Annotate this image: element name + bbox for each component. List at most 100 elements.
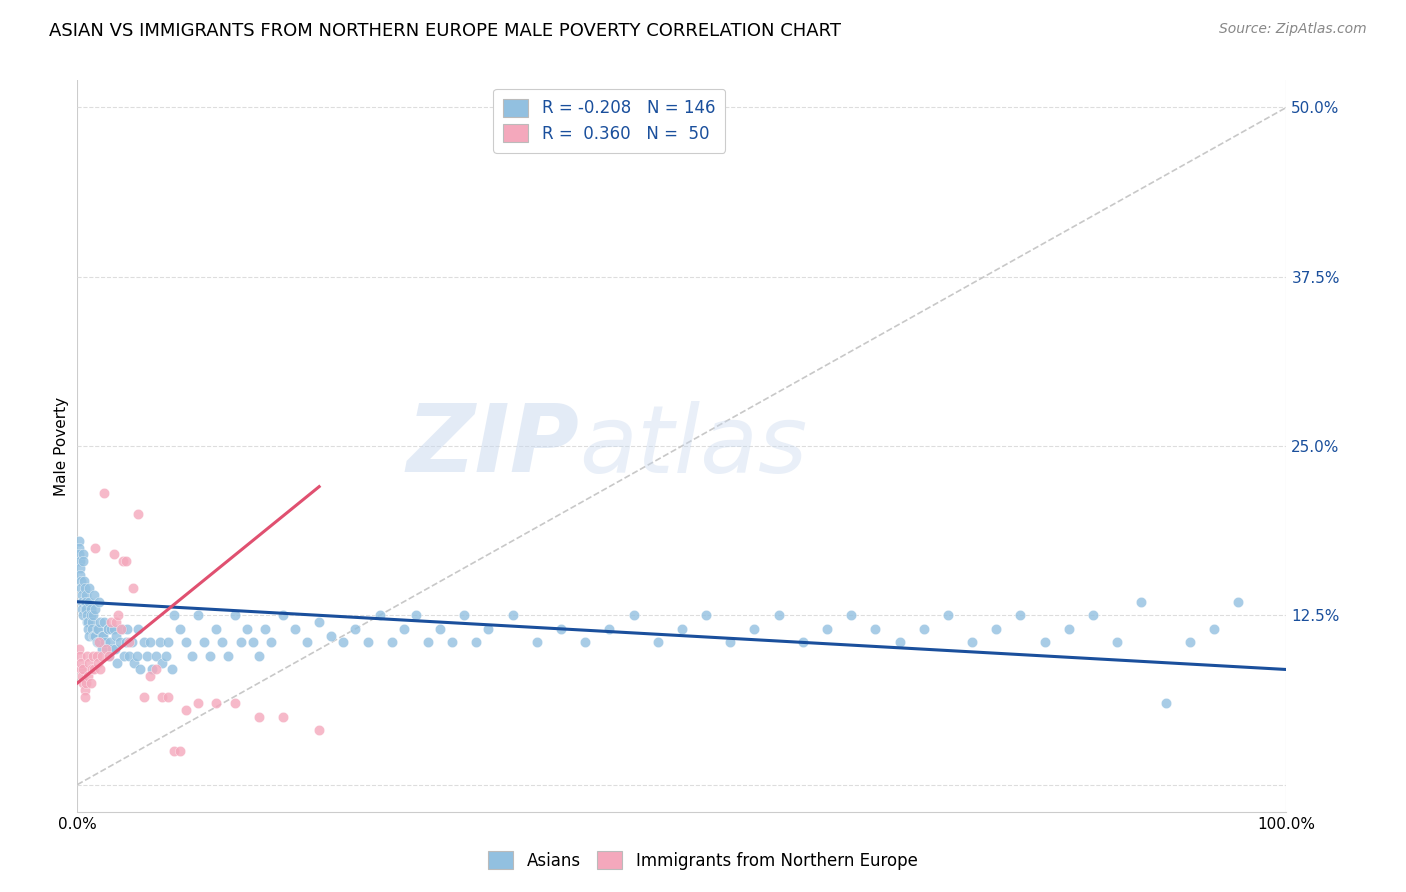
Point xyxy=(82,608,104,623)
Point xyxy=(79,601,101,615)
Point xyxy=(1130,595,1153,609)
Point xyxy=(87,656,110,670)
Point xyxy=(271,608,294,623)
Point xyxy=(70,581,93,595)
Point xyxy=(87,595,110,609)
Point xyxy=(157,635,180,649)
Point xyxy=(76,608,98,623)
Point xyxy=(96,622,118,636)
Point xyxy=(67,541,90,555)
Point xyxy=(392,622,415,636)
Point xyxy=(101,642,124,657)
Point xyxy=(115,622,138,636)
Point xyxy=(623,608,645,623)
Point xyxy=(114,635,136,649)
Point xyxy=(200,648,222,663)
Point xyxy=(912,622,935,636)
Point xyxy=(526,635,548,649)
Point xyxy=(80,615,103,629)
Point xyxy=(100,622,122,636)
Point xyxy=(260,635,283,649)
Point xyxy=(127,622,149,636)
Text: atlas: atlas xyxy=(579,401,807,491)
Point xyxy=(79,581,101,595)
Text: ASIAN VS IMMIGRANTS FROM NORTHERN EUROPE MALE POVERTY CORRELATION CHART: ASIAN VS IMMIGRANTS FROM NORTHERN EUROPE… xyxy=(49,22,841,40)
Point xyxy=(441,635,464,649)
Point xyxy=(174,703,197,717)
Point xyxy=(72,676,94,690)
Point xyxy=(332,635,354,649)
Point xyxy=(574,635,596,649)
Point xyxy=(112,554,135,568)
Point xyxy=(105,629,128,643)
Point xyxy=(125,648,148,663)
Point xyxy=(105,615,128,629)
Point xyxy=(105,656,128,670)
Point xyxy=(1154,697,1177,711)
Point xyxy=(1107,635,1129,649)
Point xyxy=(70,574,93,589)
Point xyxy=(79,656,101,670)
Point xyxy=(174,635,197,649)
Point xyxy=(75,601,97,615)
Point xyxy=(73,690,96,704)
Point xyxy=(73,581,96,595)
Point xyxy=(145,648,167,663)
Point xyxy=(72,554,94,568)
Point xyxy=(70,588,93,602)
Point xyxy=(97,648,120,663)
Point xyxy=(72,663,94,677)
Point xyxy=(75,595,97,609)
Point xyxy=(80,622,103,636)
Point xyxy=(72,608,94,623)
Point xyxy=(86,648,108,663)
Legend: Asians, Immigrants from Northern Europe: Asians, Immigrants from Northern Europe xyxy=(482,845,924,877)
Point xyxy=(75,588,97,602)
Text: Source: ZipAtlas.com: Source: ZipAtlas.com xyxy=(1219,22,1367,37)
Point xyxy=(141,663,163,677)
Point xyxy=(70,595,93,609)
Point xyxy=(90,642,112,657)
Point xyxy=(93,486,115,500)
Point xyxy=(67,547,90,561)
Point xyxy=(114,648,136,663)
Point xyxy=(308,723,330,738)
Point xyxy=(111,622,134,636)
Legend: R = -0.208   N = 146, R =  0.360   N =  50: R = -0.208 N = 146, R = 0.360 N = 50 xyxy=(494,88,725,153)
Point xyxy=(344,622,367,636)
Point xyxy=(77,622,100,636)
Point xyxy=(79,676,101,690)
Point xyxy=(129,663,152,677)
Point xyxy=(70,656,93,670)
Point xyxy=(75,601,97,615)
Point xyxy=(145,663,167,677)
Point xyxy=(815,622,838,636)
Point xyxy=(90,629,112,643)
Point xyxy=(83,663,105,677)
Point xyxy=(118,635,141,649)
Point xyxy=(284,622,307,636)
Point xyxy=(187,608,209,623)
Y-axis label: Male Poverty: Male Poverty xyxy=(53,396,69,496)
Point xyxy=(229,635,252,649)
Point xyxy=(82,629,104,643)
Point xyxy=(768,608,790,623)
Point xyxy=(90,648,112,663)
Point xyxy=(148,635,170,649)
Point xyxy=(69,567,91,582)
Point xyxy=(67,533,90,548)
Point xyxy=(1202,622,1225,636)
Point xyxy=(1057,622,1080,636)
Point xyxy=(295,635,318,649)
Point xyxy=(70,601,93,615)
Point xyxy=(218,648,240,663)
Point xyxy=(80,663,103,677)
Point xyxy=(792,635,814,649)
Point xyxy=(83,588,105,602)
Point xyxy=(671,622,693,636)
Point xyxy=(79,608,101,623)
Point xyxy=(72,547,94,561)
Point xyxy=(108,635,131,649)
Point xyxy=(93,615,115,629)
Point xyxy=(155,648,177,663)
